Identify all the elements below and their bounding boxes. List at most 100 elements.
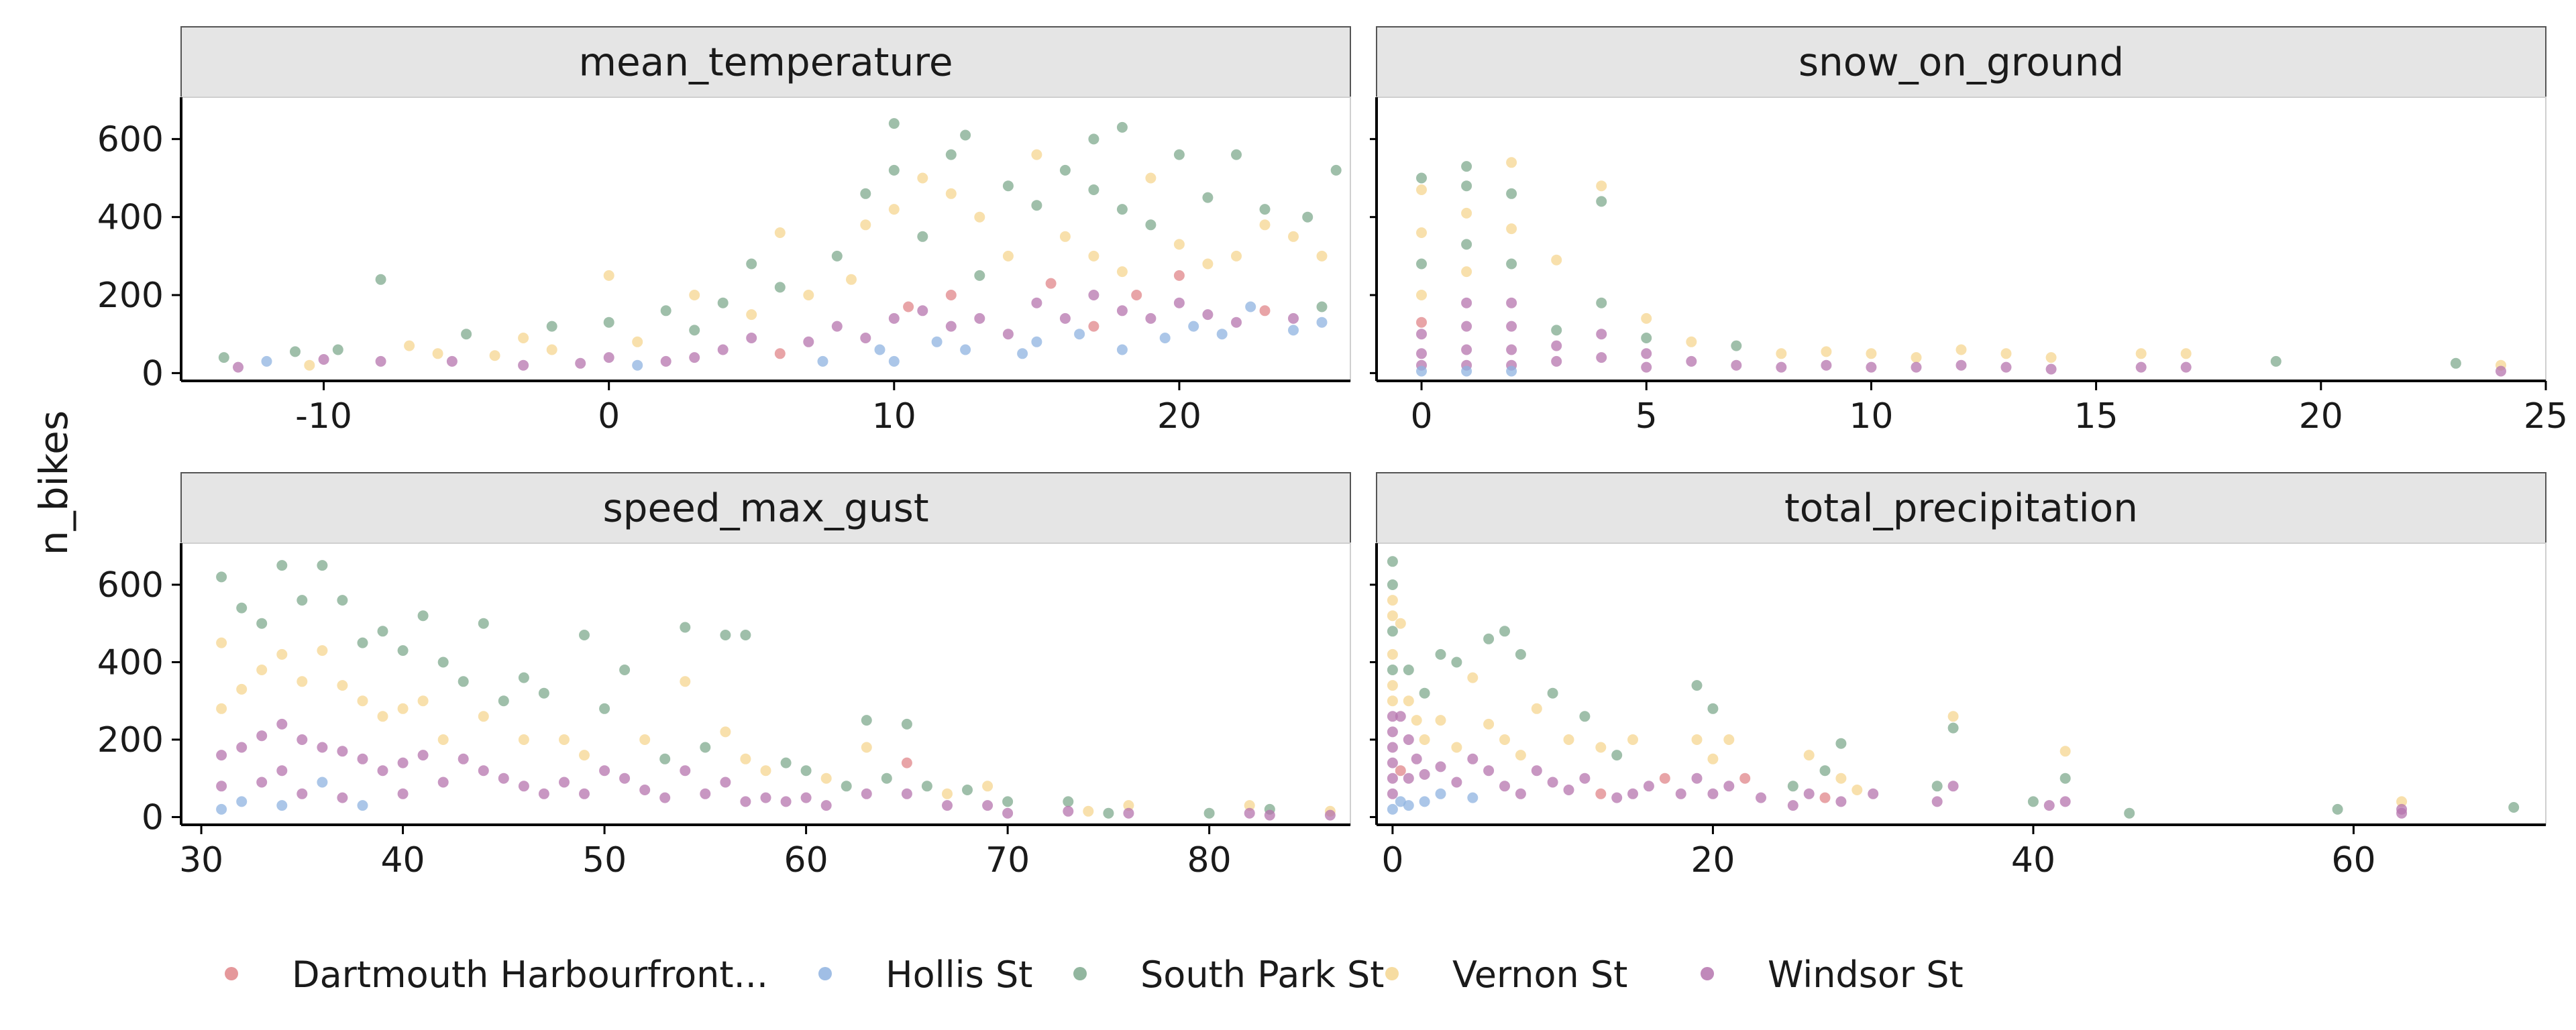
point-windsor-st xyxy=(397,757,409,768)
point-south-park-st xyxy=(860,188,871,199)
point-south-park-st xyxy=(1203,807,1215,819)
point-south-park-st xyxy=(357,637,368,648)
point-hollis-st xyxy=(317,777,328,788)
point-dartmouth-harbourfront xyxy=(774,348,786,359)
point-vernon-st xyxy=(1596,180,1607,192)
point-south-park-st xyxy=(1116,204,1128,215)
point-vernon-st xyxy=(1947,711,1959,722)
point-south-park-st xyxy=(538,687,549,699)
point-south-park-st xyxy=(256,618,268,629)
point-windsor-st xyxy=(1686,355,1697,367)
point-vernon-st xyxy=(337,680,348,691)
points-group xyxy=(1416,157,2506,377)
point-vernon-st xyxy=(1911,352,1922,363)
point-south-park-st xyxy=(881,772,892,784)
point-dartmouth-harbourfront xyxy=(1131,290,1142,300)
point-vernon-st xyxy=(216,703,227,714)
point-windsor-st xyxy=(800,792,812,803)
point-vernon-st xyxy=(1483,718,1495,730)
point-hollis-st xyxy=(1387,803,1398,815)
point-vernon-st xyxy=(1563,734,1574,745)
point-windsor-st xyxy=(1387,772,1398,784)
point-windsor-st xyxy=(1803,788,1815,799)
point-windsor-st xyxy=(377,765,388,777)
legend-key xyxy=(1073,967,1087,980)
strip-label: snow_on_ground xyxy=(1799,40,2124,85)
point-windsor-st xyxy=(559,777,570,788)
point-windsor-st xyxy=(1551,355,1562,367)
point-south-park-st xyxy=(1461,180,1472,192)
point-vernon-st xyxy=(1835,772,1847,784)
panel-total-precipitation: total_precipitation 0 20 40 60 xyxy=(1370,472,2546,880)
point-vernon-st xyxy=(1723,734,1735,745)
x-tick-label: 20 xyxy=(2299,396,2343,437)
legend-label: Windsor St xyxy=(1768,954,1964,996)
point-windsor-st xyxy=(1416,348,1427,359)
x-tick-label: 60 xyxy=(784,840,828,880)
point-windsor-st xyxy=(1231,317,1242,328)
point-south-park-st xyxy=(1451,656,1462,668)
point-vernon-st xyxy=(720,726,731,738)
point-windsor-st xyxy=(1947,781,1959,792)
point-vernon-st xyxy=(1145,172,1157,184)
point-windsor-st xyxy=(437,777,449,788)
point-vernon-st xyxy=(639,734,651,745)
point-south-park-st xyxy=(579,630,590,640)
point-south-park-st xyxy=(437,656,449,668)
point-south-park-st xyxy=(1707,703,1719,714)
point-vernon-st xyxy=(846,274,857,285)
point-windsor-st xyxy=(1387,788,1398,799)
point-south-park-st xyxy=(377,626,388,637)
point-vernon-st xyxy=(1173,239,1185,250)
point-south-park-st xyxy=(2450,357,2461,369)
point-windsor-st xyxy=(375,355,386,367)
point-windsor-st xyxy=(1416,329,1427,340)
point-vernon-st xyxy=(1416,227,1427,238)
point-vernon-st xyxy=(1955,344,1967,355)
point-windsor-st xyxy=(1002,807,1014,819)
point-vernon-st xyxy=(820,772,832,784)
point-vernon-st xyxy=(1451,742,1462,753)
point-vernon-st xyxy=(1259,219,1271,231)
point-south-park-st xyxy=(1579,711,1591,722)
point-south-park-st xyxy=(1506,188,1517,199)
point-south-park-st xyxy=(619,665,631,675)
point-south-park-st xyxy=(599,703,610,714)
point-south-park-st xyxy=(1387,556,1398,567)
point-vernon-st xyxy=(1244,800,1255,811)
point-windsor-st xyxy=(740,796,751,807)
point-south-park-st xyxy=(1002,796,1014,807)
point-south-park-st xyxy=(1416,258,1427,270)
point-windsor-st xyxy=(233,361,244,373)
point-hollis-st xyxy=(261,355,272,367)
point-vernon-st xyxy=(1515,750,1526,761)
point-windsor-st xyxy=(1002,329,1014,340)
point-south-park-st xyxy=(1173,149,1185,160)
point-south-park-st xyxy=(974,270,985,281)
point-windsor-st xyxy=(2059,796,2071,807)
legend-key xyxy=(225,967,238,980)
point-south-park-st xyxy=(841,781,852,792)
legend-label: Dartmouth Harbourfront... xyxy=(292,954,768,996)
strip-label: speed_max_gust xyxy=(602,485,928,531)
point-dartmouth-harbourfront xyxy=(1416,317,1427,328)
point-windsor-st xyxy=(760,792,771,803)
point-vernon-st xyxy=(740,753,751,764)
point-vernon-st xyxy=(1387,610,1398,622)
point-windsor-st xyxy=(720,777,731,788)
point-hollis-st xyxy=(1188,321,1199,332)
point-windsor-st xyxy=(1403,734,1414,745)
point-south-park-st xyxy=(780,757,792,768)
point-vernon-st xyxy=(1387,695,1398,707)
point-dartmouth-harbourfront xyxy=(945,290,957,300)
point-windsor-st xyxy=(518,359,529,371)
point-vernon-st xyxy=(256,665,268,675)
point-windsor-st xyxy=(803,336,814,347)
point-vernon-st xyxy=(689,290,700,300)
point-windsor-st xyxy=(2180,361,2192,373)
point-windsor-st xyxy=(917,305,928,317)
point-windsor-st xyxy=(1324,809,1336,821)
points-group xyxy=(216,560,1336,821)
point-windsor-st xyxy=(498,772,509,784)
point-windsor-st xyxy=(1821,359,1832,371)
